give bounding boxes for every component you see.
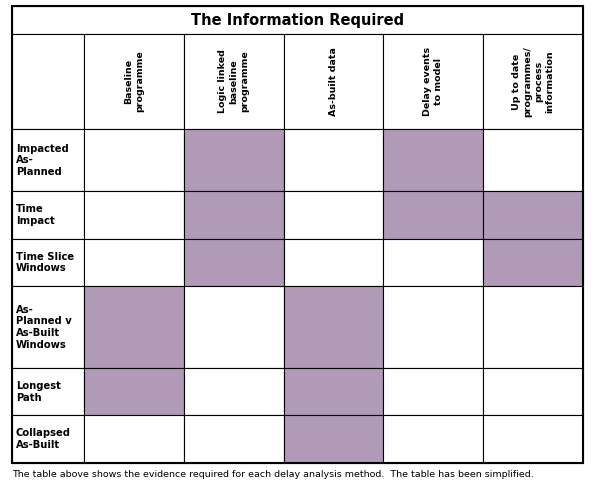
Bar: [483, 415, 583, 463]
Bar: [383, 129, 483, 191]
Bar: [483, 368, 583, 415]
Bar: [184, 129, 284, 191]
Bar: [184, 286, 284, 368]
Bar: [12, 34, 84, 129]
Bar: [284, 34, 383, 129]
Bar: [12, 415, 84, 463]
Bar: [12, 6, 583, 34]
Bar: [284, 239, 383, 286]
Text: Impacted
As-
Planned: Impacted As- Planned: [16, 143, 69, 177]
Bar: [12, 129, 84, 191]
Bar: [12, 191, 84, 239]
Text: The table above shows the evidence required for each delay analysis method.  The: The table above shows the evidence requi…: [12, 470, 534, 479]
Bar: [84, 415, 184, 463]
Bar: [84, 129, 184, 191]
Bar: [284, 415, 383, 463]
Text: Longest
Path: Longest Path: [16, 381, 61, 402]
Bar: [184, 239, 284, 286]
Bar: [483, 34, 583, 129]
Text: The Information Required: The Information Required: [191, 13, 404, 28]
Bar: [383, 34, 483, 129]
Text: As-built data: As-built data: [329, 47, 338, 116]
Bar: [184, 34, 284, 129]
Bar: [483, 239, 583, 286]
Bar: [84, 368, 184, 415]
Bar: [284, 129, 383, 191]
Bar: [84, 239, 184, 286]
Bar: [12, 286, 84, 368]
Bar: [184, 368, 284, 415]
Bar: [383, 415, 483, 463]
Bar: [483, 129, 583, 191]
Bar: [383, 239, 483, 286]
Text: Logic linked
baseline
programme: Logic linked baseline programme: [218, 50, 249, 114]
Bar: [184, 191, 284, 239]
Bar: [184, 415, 284, 463]
Text: Time Slice
Windows: Time Slice Windows: [16, 252, 74, 273]
Text: Delay events
to model: Delay events to model: [423, 47, 443, 116]
Bar: [12, 239, 84, 286]
Text: Baseline
programme: Baseline programme: [124, 51, 144, 113]
Bar: [284, 368, 383, 415]
Bar: [383, 368, 483, 415]
Bar: [483, 191, 583, 239]
Bar: [84, 286, 184, 368]
Bar: [284, 286, 383, 368]
Bar: [12, 368, 84, 415]
Bar: [84, 191, 184, 239]
Text: As-
Planned v
As-Built
Windows: As- Planned v As-Built Windows: [16, 305, 72, 350]
Text: Up to date
programmes/
process
information: Up to date programmes/ process informati…: [512, 46, 555, 117]
Text: Collapsed
As-Built: Collapsed As-Built: [16, 428, 71, 450]
Bar: [483, 286, 583, 368]
Text: Time
Impact: Time Impact: [16, 204, 55, 226]
Bar: [383, 191, 483, 239]
Bar: [84, 34, 184, 129]
Bar: [383, 286, 483, 368]
Bar: [284, 191, 383, 239]
